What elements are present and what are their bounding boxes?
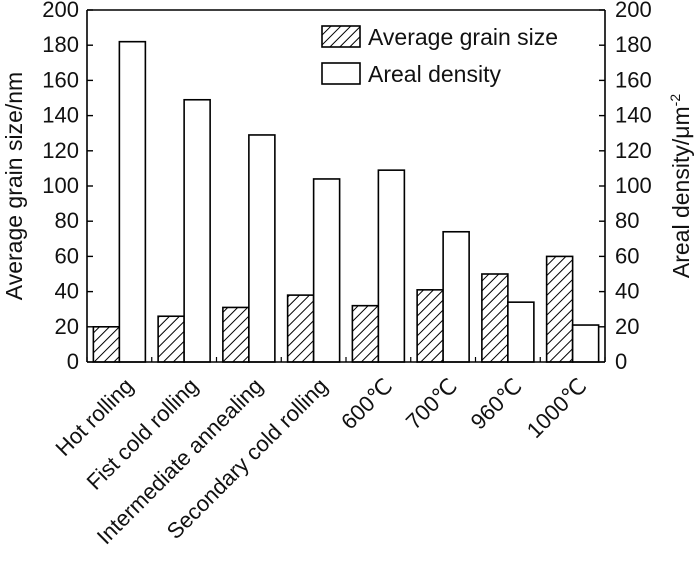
bar-average-grain-size-secondary-cold-rolling — [286, 294, 315, 363]
bar-average-grain-size-hot-rolling — [92, 325, 121, 363]
x-tick-label: 700℃ — [401, 373, 462, 434]
y-tick-label-right: 80 — [615, 208, 639, 233]
y-axis-left-title: Average grain size/nm — [1, 72, 27, 300]
bar-average-grain-size-1000 — [545, 255, 574, 363]
y-axis-right-title-base: Areal density/μm — [668, 106, 694, 278]
bar-areal-density-960 — [507, 301, 535, 363]
bar-average-grain-size-fist-cold-rolling — [157, 315, 185, 363]
bar-areal-density-fist-cold-rolling — [183, 98, 211, 363]
bar-average-grain-size-700 — [416, 289, 444, 363]
bars-group — [92, 40, 600, 363]
y-tick-label-right: 0 — [615, 349, 627, 374]
y-tick-label-left: 200 — [42, 0, 79, 22]
y-tick-label-right: 20 — [615, 314, 639, 339]
legend: Average grain size Areal density — [321, 24, 558, 87]
y-tick-label-right: 60 — [615, 243, 639, 268]
y-tick-label-right: 180 — [615, 32, 652, 57]
bar-average-grain-size-600 — [351, 304, 380, 363]
y-tick-label-left: 60 — [55, 243, 79, 268]
x-tick-label: 1000℃ — [522, 373, 592, 443]
x-tick-label: 960℃ — [466, 373, 527, 434]
x-tick-label: Fist cold rolling — [82, 373, 203, 494]
bar-average-grain-size-intermediate-annealing — [222, 306, 250, 363]
y-tick-label-left: 100 — [42, 173, 79, 198]
y-tick-label-right: 140 — [615, 103, 652, 128]
bar-average-grain-size-960 — [481, 273, 509, 363]
x-tick-label: 600℃ — [336, 373, 397, 434]
y-tick-label-left: 160 — [42, 67, 79, 92]
legend-label-average-grain-size: Average grain size — [368, 24, 558, 50]
legend-label-areal-density: Areal density — [368, 61, 501, 87]
y-tick-label-left: 120 — [42, 138, 79, 163]
y-tick-label-right: 120 — [615, 138, 652, 163]
legend-swatch-average-grain-size — [321, 25, 361, 48]
ticks-group: 0 0 20 20 40 40 60 60 80 80 100 100 120 120 140 140 160 1… — [42, 0, 651, 374]
bar-areal-density-600 — [377, 169, 406, 363]
y-tick-label-left: 180 — [42, 32, 79, 57]
bar-areal-density-intermediate-annealing — [248, 134, 276, 363]
y-axis-right-title: Areal density/μm-2 — [667, 94, 694, 278]
y-tick-label-left: 40 — [55, 279, 79, 304]
y-tick-label-left: 20 — [55, 314, 79, 339]
bar-areal-density-hot-rolling — [118, 40, 147, 363]
y-tick-label-right: 160 — [615, 67, 652, 92]
y-axis-right-title-superscript: -2 — [667, 94, 683, 107]
y-tick-label-left: 0 — [67, 349, 79, 374]
y-tick-label-left: 140 — [42, 103, 79, 128]
bar-areal-density-700 — [442, 230, 470, 363]
bar-areal-density-1000 — [571, 324, 600, 363]
legend-swatch-areal-density — [321, 62, 361, 85]
y-tick-label-right: 100 — [615, 173, 652, 198]
bar-areal-density-secondary-cold-rolling — [312, 178, 341, 363]
y-tick-label-right: 200 — [615, 0, 652, 22]
y-tick-label-right: 40 — [615, 279, 639, 304]
y-tick-label-left: 80 — [55, 208, 79, 233]
